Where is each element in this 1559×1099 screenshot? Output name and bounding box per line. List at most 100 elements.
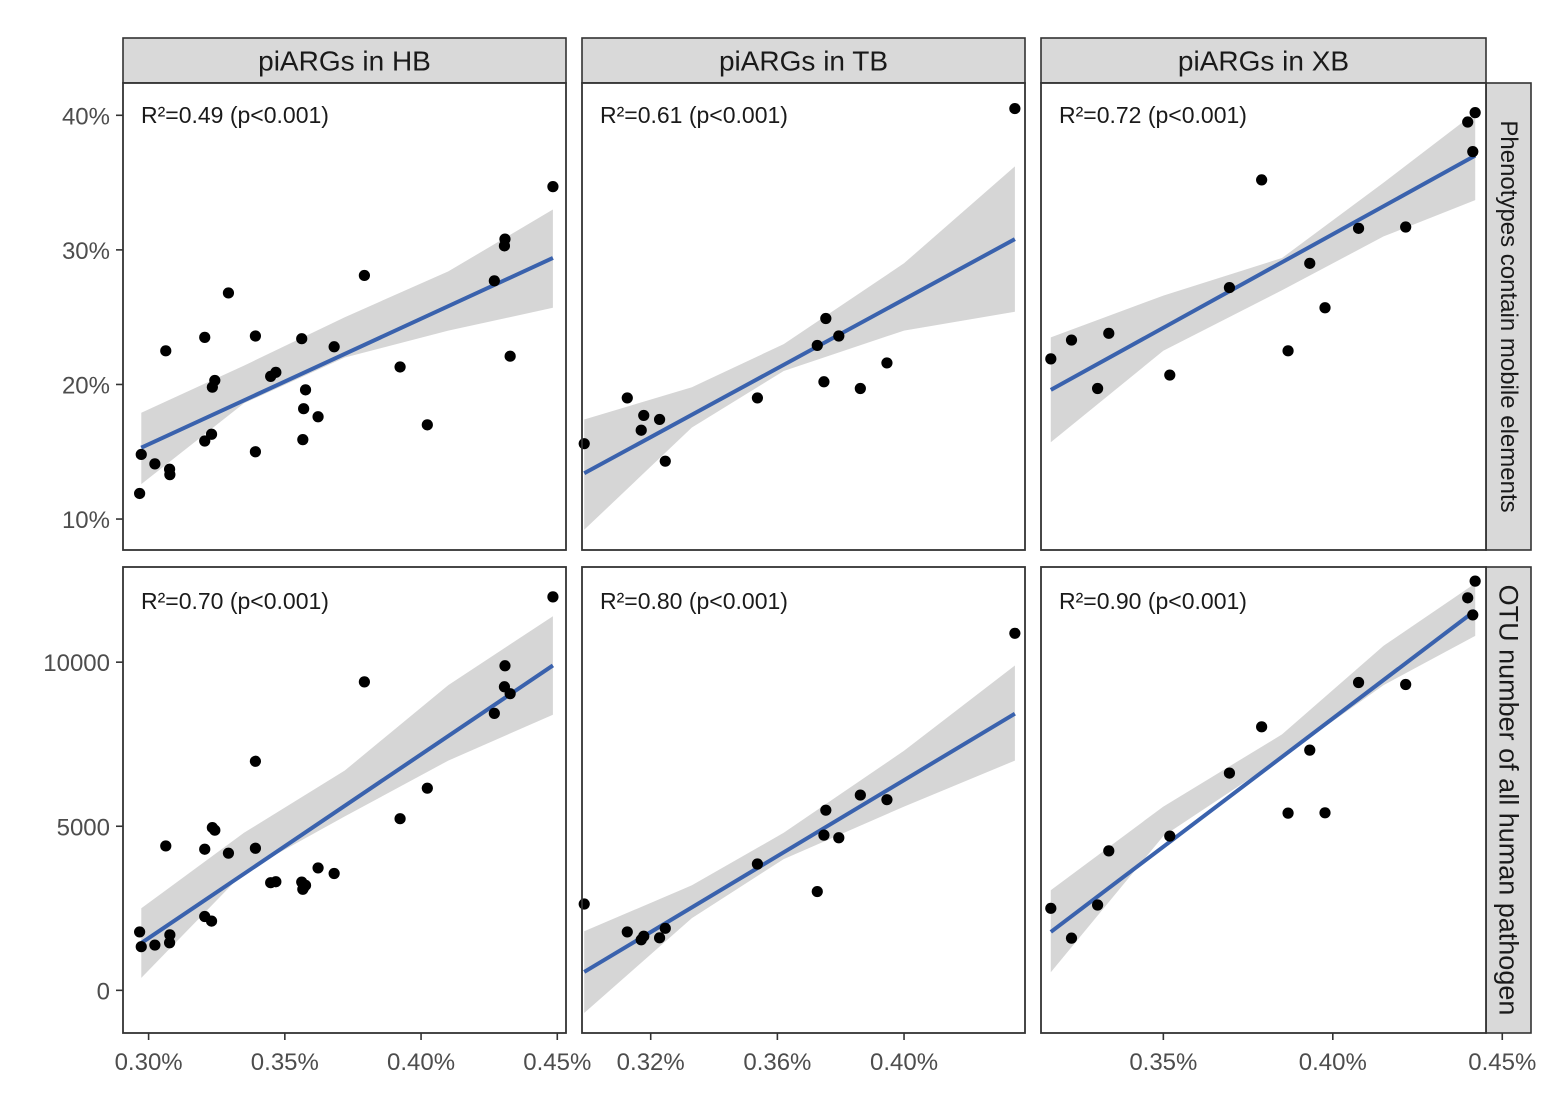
data-point [1352, 676, 1365, 689]
column-strip-label: piARGs in XB [1178, 46, 1349, 77]
data-point [547, 181, 559, 193]
data-point [820, 804, 832, 816]
column-strip-bg [581, 37, 1026, 84]
data-point [621, 926, 633, 938]
row-strip-bg [1485, 566, 1532, 1034]
data-point [199, 435, 211, 447]
data-point [222, 287, 235, 299]
data-point [504, 688, 516, 700]
data-point [199, 843, 211, 855]
data-point [751, 858, 764, 870]
data-point [1223, 767, 1236, 779]
data-point [881, 794, 893, 806]
data-point [1467, 609, 1479, 621]
data-point [818, 829, 830, 841]
data-point [249, 330, 262, 342]
y-tick-label: 40% [62, 103, 110, 130]
data-point [1223, 281, 1236, 294]
r-squared-annotation: R²=0.72 (p<0.001) [1059, 102, 1247, 128]
data-point [1462, 116, 1474, 128]
column-strip-bg [1040, 37, 1487, 84]
data-point [328, 341, 340, 353]
data-point [1352, 222, 1365, 234]
x-tick-label: 0.30% [115, 1049, 183, 1076]
data-point [299, 384, 312, 396]
data-point [134, 926, 146, 938]
data-point [249, 755, 262, 767]
data-point [299, 879, 312, 891]
x-tick-label: 0.35% [251, 1049, 319, 1076]
data-point [638, 930, 650, 942]
confidence-band [141, 209, 553, 485]
data-point [547, 591, 559, 603]
regression-line [140, 256, 554, 450]
data-point [209, 824, 221, 836]
data-point [621, 392, 633, 404]
data-point [199, 331, 211, 343]
data-point [833, 330, 845, 342]
r-squared-annotation: R²=0.90 (p<0.001) [1059, 588, 1247, 614]
data-point [499, 233, 511, 245]
data-point [222, 847, 235, 859]
panel-border [581, 82, 1026, 551]
panel-border [581, 566, 1026, 1034]
data-point [854, 382, 866, 395]
data-point [504, 350, 516, 362]
panel-border [1040, 566, 1487, 1034]
data-point [163, 937, 176, 949]
panel-background [582, 567, 1025, 1033]
regression-line [140, 663, 555, 945]
regression-line [583, 237, 1016, 476]
panel-border [122, 566, 567, 1034]
data-point [1164, 830, 1176, 842]
r-squared-annotation: R²=0.70 (p<0.001) [141, 588, 329, 614]
panel-piargs-in-tb-row-1: R²=0.61 (p<0.001) [578, 82, 1026, 551]
data-point [811, 339, 823, 352]
regression-line [1049, 153, 1477, 392]
y-tick-label: 30% [62, 238, 110, 265]
regression-line [1049, 609, 1477, 934]
r-squared-annotation: R²=0.61 (p<0.001) [600, 102, 788, 128]
column-strip-label: piARGs in TB [719, 46, 888, 77]
data-point [421, 419, 433, 431]
data-point [1103, 845, 1115, 857]
x-tick-label: 0.40% [387, 1049, 455, 1076]
data-point [653, 932, 666, 944]
panel-piargs-in-xb-row-1: R²=0.72 (p<0.001) [1040, 82, 1487, 551]
data-point [1009, 102, 1021, 115]
data-point [209, 374, 221, 387]
panel-piargs-in-hb-row-1: R²=0.49 (p<0.001) [122, 82, 567, 551]
x-tick-label: 0.40% [870, 1049, 938, 1076]
data-point [499, 660, 511, 672]
panel-piargs-in-xb-row-2: R²=0.90 (p<0.001) [1040, 566, 1487, 1034]
data-point [833, 832, 845, 844]
confidence-band [1050, 583, 1476, 973]
x-tick-label: 0.45% [523, 1049, 591, 1076]
data-point [270, 876, 282, 888]
data-point [1467, 146, 1479, 158]
data-point [818, 376, 830, 388]
data-point [149, 939, 161, 951]
data-point [1282, 345, 1294, 357]
column-strip-bg [122, 37, 567, 84]
data-point [297, 434, 309, 446]
panel-piargs-in-hb-row-2: R²=0.70 (p<0.001) [122, 566, 567, 1034]
panel-border [122, 82, 567, 551]
confidence-band [584, 166, 1015, 530]
data-point [659, 922, 671, 934]
data-point [312, 411, 324, 423]
y-tick-label: 0 [97, 978, 110, 1005]
x-tick-label: 0.36% [743, 1049, 811, 1076]
data-point [394, 813, 406, 825]
panel-border [1040, 82, 1487, 551]
data-point [1319, 302, 1331, 314]
data-point [635, 424, 647, 436]
regression-line [583, 711, 1016, 974]
data-point [881, 357, 893, 369]
data-point [1103, 327, 1115, 339]
confidence-band [584, 665, 1015, 1013]
confidence-band [1050, 112, 1476, 443]
data-point [312, 862, 324, 874]
data-point [811, 885, 823, 898]
data-point [358, 269, 370, 282]
